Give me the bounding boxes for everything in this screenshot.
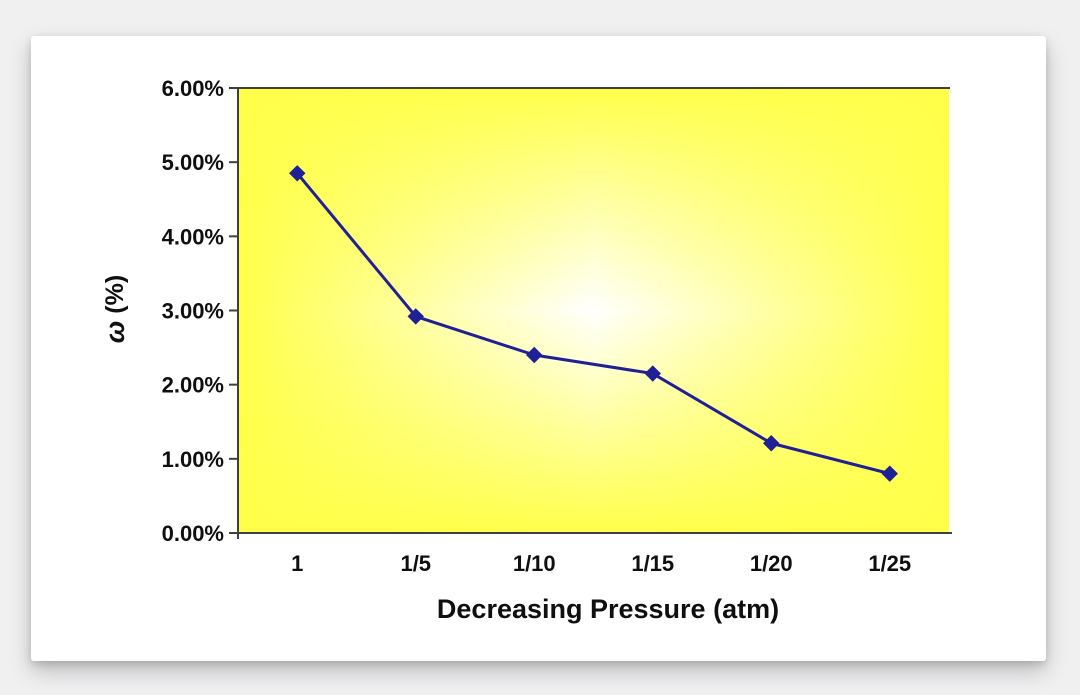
chart: 0.00% 1.00% 2.00% 3.00% 4.00% 5.00% 6.00% 1 1/5…	[162, 76, 952, 624]
x-tick-label: 1/25	[868, 551, 911, 576]
y-tick-label: 6.00%	[162, 76, 224, 101]
x-tick-label: 1/15	[631, 551, 674, 576]
y-axis-unit-label: (%)	[100, 274, 129, 314]
y-tick-label: 2.00%	[162, 373, 224, 398]
y-axis-ticks: 0.00% 1.00% 2.00% 3.00% 4.00% 5.00% 6.00%	[162, 76, 238, 546]
omega-symbol: ω	[99, 320, 130, 344]
x-tick-label: 1/20	[750, 551, 793, 576]
y-tick-label: 0.00%	[162, 521, 224, 546]
x-tick-label: 1	[291, 551, 303, 576]
series-line	[295, 171, 892, 476]
data-point-marker	[407, 308, 424, 325]
chart-card: 0.00% 1.00% 2.00% 3.00% 4.00% 5.00% 6.00% 1 1/5…	[31, 36, 1046, 661]
data-series	[289, 165, 898, 482]
y-axis-title: ω (%)	[97, 229, 133, 389]
y-tick-label: 4.00%	[162, 224, 224, 249]
data-point-marker	[881, 465, 898, 482]
y-tick-label: 5.00%	[162, 150, 224, 175]
x-axis-ticks: 1 1/5 1/10 1/15 1/20 1/25	[291, 551, 911, 576]
y-tick-label: 1.00%	[162, 447, 224, 472]
plot-area-background	[238, 88, 949, 533]
x-axis-title: Decreasing Pressure (atm)	[437, 594, 779, 624]
x-tick-label: 1/10	[513, 551, 556, 576]
data-point-marker	[644, 365, 661, 382]
data-point-marker	[289, 165, 306, 182]
data-point-marker	[526, 346, 543, 364]
data-point-marker	[763, 435, 780, 452]
x-tick-label: 1/5	[400, 551, 431, 576]
y-tick-label: 3.00%	[162, 299, 224, 324]
